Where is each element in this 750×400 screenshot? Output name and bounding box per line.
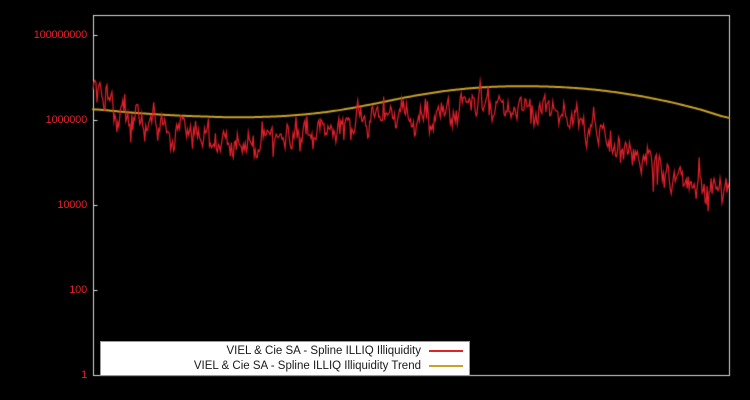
legend-swatch-illiquidity-trend: [429, 364, 463, 367]
y-tick-label-1: 1: [81, 369, 87, 381]
y-tick-label-100: 100: [69, 284, 87, 297]
y-tick-label-1000000: 1000000: [45, 114, 88, 127]
legend-label-illiquidity-trend: VIEL & Cie SA - Spline ILLIQ Illiquidity…: [193, 359, 421, 372]
legend-item-illiquidity-trend: VIEL & Cie SA - Spline ILLIQ Illiquidity…: [101, 359, 463, 374]
legend-item-illiquidity: VIEL & Cie SA - Spline ILLIQ Illiquidity: [101, 344, 463, 359]
y-tick-label-100000000: 100000000: [33, 29, 87, 42]
y-tick-label-10000: 10000: [57, 199, 87, 212]
chart-legend: VIEL & Cie SA - Spline ILLIQ Illiquidity…: [100, 341, 470, 376]
legend-label-illiquidity: VIEL & Cie SA - Spline ILLIQ Illiquidity: [226, 345, 421, 358]
legend-swatch-illiquidity: [429, 350, 463, 353]
